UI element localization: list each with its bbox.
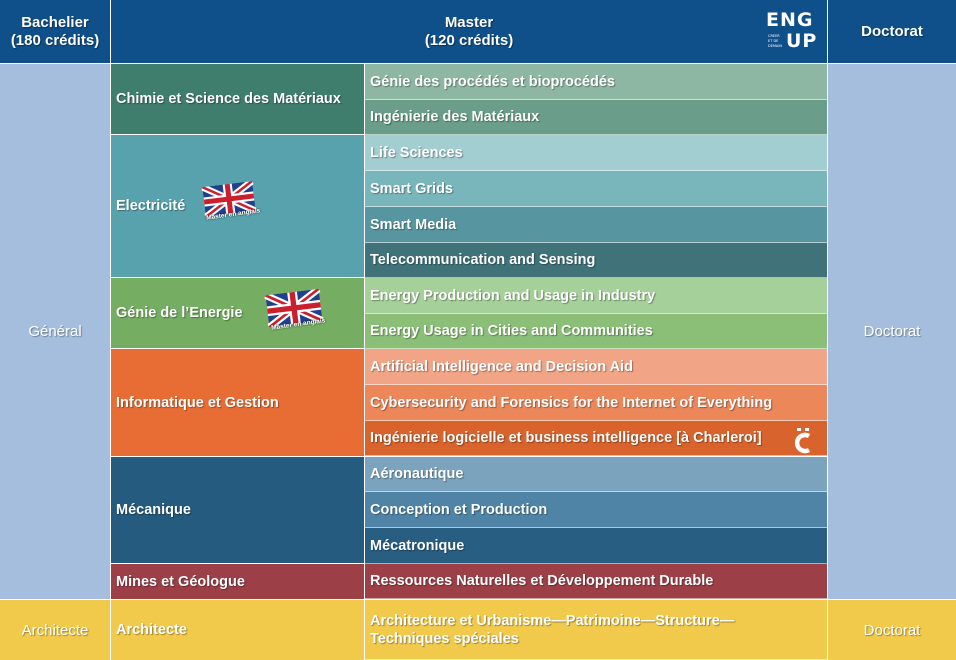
spec-row: Energy Production and Usage in Industry (365, 278, 827, 314)
spec-row: Energy Usage in Cities and Communities (365, 314, 827, 349)
spec-row: Aéronautique (365, 457, 827, 492)
spec-label: Energy Production and Usage in Industry (370, 287, 656, 304)
domain-mecanique: Mécanique (111, 457, 364, 563)
master-credits: (120 crédits) (424, 31, 514, 49)
general-cell: Général (0, 64, 110, 599)
spec-architecture: Architecture et Urbanisme—Patrimoine—Str… (365, 600, 827, 660)
spec-label: Life Sciences (370, 144, 463, 161)
domain-label: Chimie et Science des Matériaux (116, 91, 341, 107)
spec-row: Mécatronique (365, 528, 827, 564)
bachelier-credits: (180 crédits) (10, 31, 100, 49)
spec-row: Life Sciences (365, 135, 827, 171)
uk-flag-icon (264, 288, 324, 328)
logo-sub3: DEMAIN (768, 44, 782, 48)
domain-chimie: Chimie et Science des Matériaux (111, 64, 364, 134)
doctorat-architecte-cell: Doctorat (828, 600, 956, 660)
doctorat-general-cell: Doctorat (828, 64, 956, 599)
spec-label: Ingénierie des Matériaux (370, 109, 540, 125)
engup-logo: ENG UP CREER ET DE DEMAIN (766, 9, 816, 54)
domain-informatique: Informatique et Gestion (111, 349, 364, 456)
spec-row: Ressources Naturelles et Développement D… (365, 564, 827, 599)
spec-label: Mécatronique (370, 537, 465, 554)
spec-row: Génie des procédés et bioprocédés (365, 64, 827, 100)
general-label: Général (28, 323, 82, 340)
spec-row: Artificial Intelligence and Decision Aid (365, 349, 827, 385)
spec-label: Ingénierie logicielle et business intell… (370, 430, 762, 446)
spec-architecture-line1: Architecture et Urbanisme—Patrimoine—Str… (370, 612, 735, 629)
spec-label: Smart Media (370, 216, 457, 233)
spec-row: Ingénierie des Matériaux (365, 100, 827, 135)
architecte-left-cell: Architecte (0, 600, 110, 660)
domain-label: Génie de l’Energie (116, 305, 243, 321)
spec-row: Conception et Production (365, 492, 827, 528)
uk-flag-icon (201, 180, 257, 218)
logo-sub1: CREER (768, 34, 780, 38)
doctorat-architecte-label: Doctorat (863, 621, 921, 639)
spec-row: Ingénierie logicielle et business intell… (365, 421, 827, 456)
spec-row: Smart Grids (365, 171, 827, 207)
architecte-left-label: Architecte (21, 621, 89, 639)
bachelier-title: Bachelier (21, 13, 89, 31)
spec-label: Smart Grids (370, 180, 453, 197)
spec-label: Ressources Naturelles et Développement D… (370, 573, 714, 589)
doctorat-general-label: Doctorat (863, 323, 921, 340)
spec-label: Artificial Intelligence and Decision Aid (370, 358, 633, 375)
header-bachelier: Bachelier (180 crédits) (0, 0, 110, 63)
domain-label: Electricité (116, 198, 186, 214)
logo-sub2: ET DE (768, 39, 779, 43)
logo-top-text: ENG (766, 9, 814, 31)
header-master: Master (120 crédits) (111, 0, 827, 63)
header-doctorat: Doctorat (828, 0, 956, 63)
domain-energie: Génie de l’Energie (111, 278, 364, 348)
domain-mines: Mines et Géologue (111, 564, 364, 599)
spec-label: Conception et Production (370, 501, 548, 518)
spec-row: Telecommunication and Sensing (365, 243, 827, 278)
spec-label: Energy Usage in Cities and Communities (370, 323, 653, 339)
spec-row: Smart Media (365, 207, 827, 243)
spec-architecture-line2: Techniques spéciales (370, 630, 519, 647)
spec-label: Aéronautique (370, 466, 464, 482)
domain-label: Architecte (116, 622, 187, 638)
charleroi-c-icon (794, 428, 811, 454)
spec-label: Génie des procédés et bioprocédés (370, 73, 615, 90)
spec-label: Telecommunication and Sensing (370, 252, 596, 268)
master-title: Master (444, 13, 494, 31)
spec-row: Cybersecurity and Forensics for the Inte… (365, 385, 827, 421)
logo-bottom-text: UP (786, 30, 818, 52)
spec-label: Cybersecurity and Forensics for the Inte… (370, 394, 773, 411)
doctorat-title: Doctorat (861, 22, 923, 40)
domain-architecte: Architecte (111, 600, 364, 660)
domain-label: Mines et Géologue (116, 573, 245, 590)
domain-label: Mécanique (116, 502, 191, 518)
domain-label: Informatique et Gestion (116, 394, 279, 411)
